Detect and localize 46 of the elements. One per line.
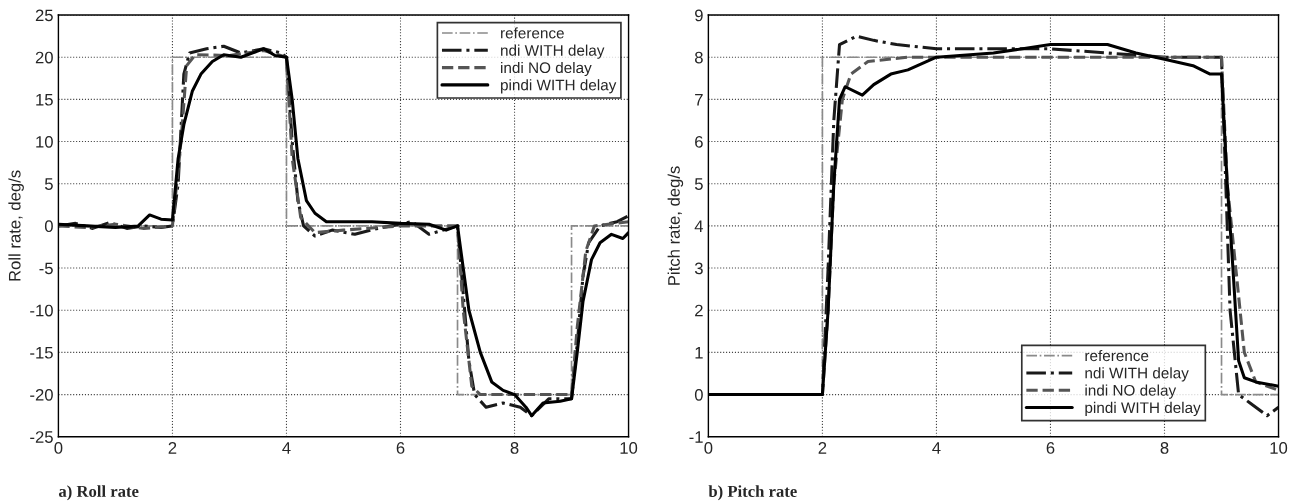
y-tick-label: 8 — [694, 51, 703, 64]
legend-label: indi NO delay — [501, 61, 592, 77]
x-tick-label: 6 — [1046, 442, 1055, 454]
text: b) Pitch rate — [708, 485, 797, 501]
y-tick-label: 5 — [44, 178, 53, 190]
y-tick-label: -15 — [30, 346, 53, 359]
legend-label: ndi WITH delay — [1085, 367, 1189, 382]
y-axis-title: Roll rate, deg/s — [8, 170, 24, 281]
y-tick-label: 5 — [694, 178, 703, 190]
y-tick-label: -25 — [30, 431, 53, 443]
y-tick-label: -5 — [39, 262, 53, 275]
legend-label: ndi WITH delay — [501, 44, 605, 59]
y-tick-label: 15 — [36, 93, 53, 106]
y-tick-label: 1 — [695, 346, 703, 359]
x-tick-label: 8 — [1160, 442, 1169, 454]
y-tick-label: 10 — [36, 135, 53, 148]
legend-label: reference — [1085, 349, 1149, 362]
x-tick-label: 10 — [1270, 442, 1288, 454]
y-tick-label: 7 — [695, 93, 703, 106]
y-tick-label: 0 — [694, 388, 703, 401]
legend-label: indi NO delay — [1085, 384, 1177, 399]
y-tick-label: -20 — [30, 388, 53, 401]
y-tick-label: 0 — [44, 220, 53, 233]
x-tick-label: 0 — [704, 442, 713, 454]
legend-label: pindi WITH delay — [1085, 401, 1201, 417]
text: a) Roll rate — [58, 485, 139, 501]
y-tick-label: 20 — [35, 51, 53, 64]
y-tick-label: -10 — [30, 304, 53, 317]
legend-label: pindi WITH delay — [501, 79, 617, 94]
x-tick-label: 2 — [818, 442, 827, 454]
x-tick-label: 4 — [932, 442, 941, 454]
y-axis-title: Pitch rate, deg/s — [667, 166, 684, 285]
y-tick-label: 25 — [35, 9, 53, 22]
y-tick-label: 3 — [694, 262, 703, 275]
x-tick-label: 0 — [54, 442, 63, 454]
y-tick-label: 6 — [695, 135, 703, 148]
x-tick-label: 2 — [168, 442, 177, 454]
y-tick-label: 4 — [694, 220, 704, 232]
x-tick-label: 8 — [510, 442, 519, 454]
x-tick-label: 6 — [396, 442, 405, 454]
y-tick-label: -1 — [689, 431, 703, 443]
x-tick-label: 10 — [620, 442, 638, 454]
x-tick-label: 4 — [282, 442, 291, 454]
y-tick-label: 2 — [695, 304, 703, 317]
y-tick-label: 9 — [695, 9, 703, 22]
legend-label: reference — [501, 27, 564, 39]
